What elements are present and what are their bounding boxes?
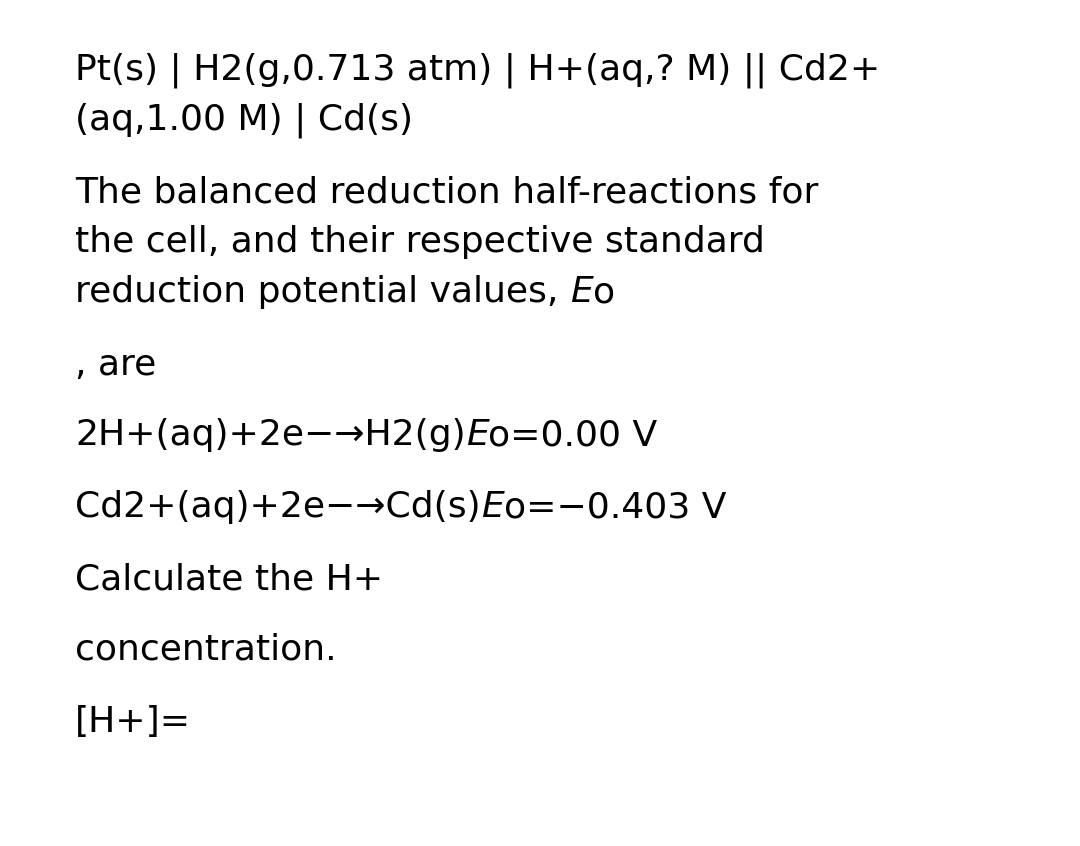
Text: Cd2+(aq)+2e−→Cd(s): Cd2+(aq)+2e−→Cd(s) [75, 490, 481, 524]
Text: E: E [465, 418, 488, 452]
Text: E: E [481, 490, 503, 524]
Text: , are: , are [75, 348, 157, 382]
Text: o=0.00 V: o=0.00 V [488, 418, 658, 452]
Text: [H+]=: [H+]= [75, 705, 191, 739]
Text: concentration.: concentration. [75, 632, 337, 666]
Text: Pt(s) | H2(g,0.713 atm) | H+(aq,? M) || Cd2+: Pt(s) | H2(g,0.713 atm) | H+(aq,? M) || … [75, 52, 880, 87]
Text: The balanced reduction half-reactions for: The balanced reduction half-reactions fo… [75, 175, 819, 209]
Text: o=−0.403 V: o=−0.403 V [503, 490, 726, 524]
Text: the cell, and their respective standard: the cell, and their respective standard [75, 225, 765, 259]
Text: Calculate the H+: Calculate the H+ [75, 562, 383, 596]
Text: o: o [593, 275, 615, 309]
Text: E: E [570, 275, 593, 309]
Text: 2H+(aq)+2e−→H2(g): 2H+(aq)+2e−→H2(g) [75, 418, 465, 452]
Text: reduction potential values,: reduction potential values, [75, 275, 570, 309]
Text: (aq,1.00 M) | Cd(s): (aq,1.00 M) | Cd(s) [75, 102, 413, 138]
